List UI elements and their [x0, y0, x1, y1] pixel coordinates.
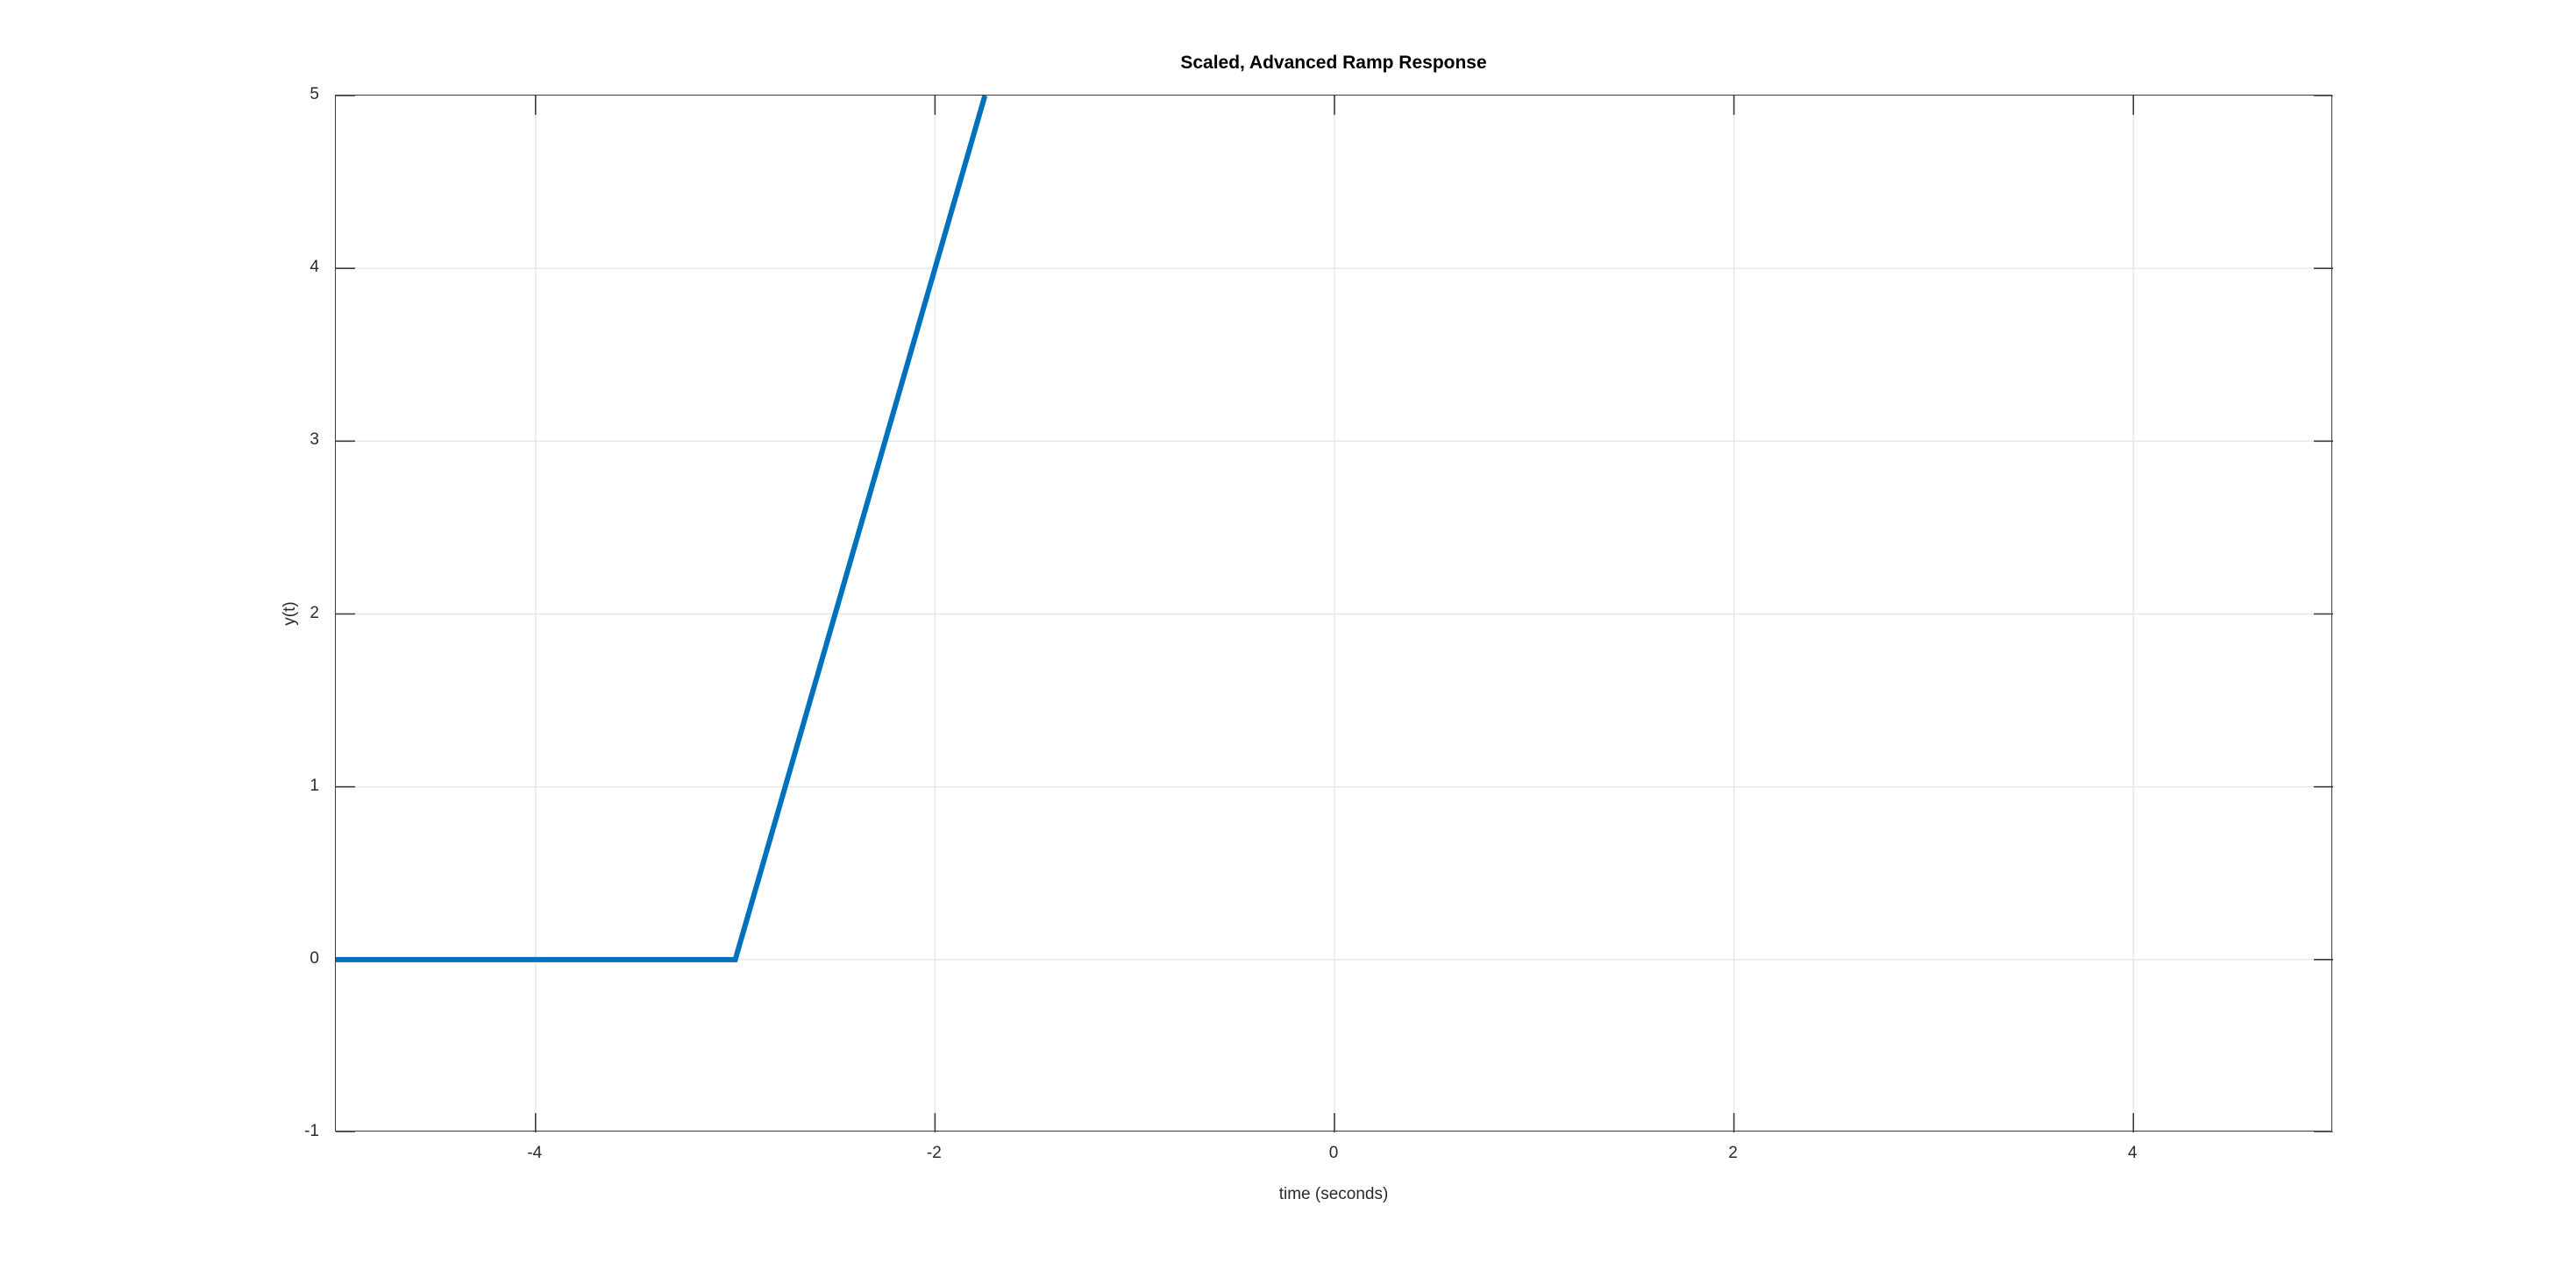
page-title: Scaled, Advanced Ramp Response — [1180, 53, 1487, 73]
x-tick-label: -2 — [926, 1144, 942, 1162]
y-tick-label: 2 — [310, 603, 319, 622]
y-tick-label: 3 — [310, 430, 319, 450]
y-axis-label-wrapper: y(t) — [277, 95, 303, 1132]
y-axis-tick-labels: -1 0 1 2 3 4 5 — [265, 86, 319, 1139]
x-tick-label: 0 — [1328, 1144, 1339, 1162]
x-tick-label: 2 — [1728, 1144, 1738, 1162]
data-line-0 — [336, 96, 988, 962]
x-tick-marks — [535, 96, 2134, 1132]
y-axis-label: y(t) — [281, 600, 299, 626]
x-tick-label: -4 — [527, 1144, 543, 1162]
y-tick-label: 0 — [310, 948, 319, 968]
plot-svg — [336, 96, 2333, 1132]
y-tick-label: 4 — [310, 258, 319, 277]
y-tick-label: 1 — [310, 776, 319, 795]
plot-axes — [335, 95, 2333, 1132]
y-tick-label: -1 — [304, 1122, 319, 1140]
x-axis-tick-labels: -4 -2 0 2 4 — [335, 1145, 2332, 1180]
data-series-group — [336, 96, 988, 962]
x-tick-label: 4 — [2127, 1144, 2138, 1162]
x-axis-label: time (seconds) — [1278, 1185, 1389, 1203]
y-tick-label: 5 — [310, 85, 319, 103]
